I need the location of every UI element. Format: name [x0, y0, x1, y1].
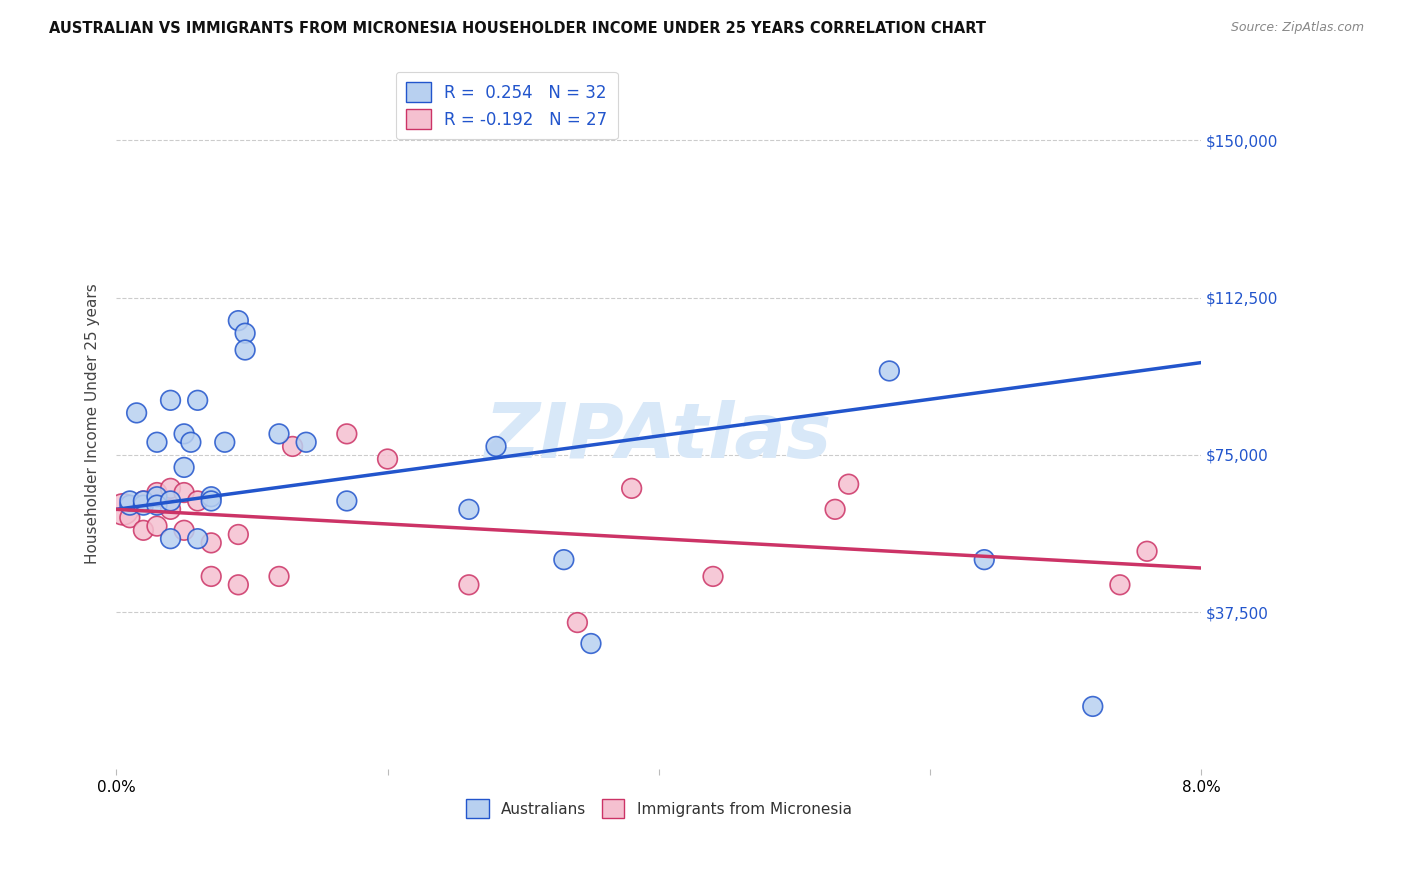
Point: [233, 343, 256, 357]
Point: [267, 426, 290, 441]
Point: [567, 615, 589, 630]
Point: [132, 524, 155, 538]
Point: [879, 364, 901, 378]
Point: [200, 494, 222, 508]
Point: [146, 498, 169, 512]
Point: [132, 494, 155, 508]
Point: [125, 406, 148, 420]
Point: [267, 569, 290, 583]
Point: [233, 326, 256, 341]
Point: [173, 460, 195, 475]
Point: [187, 532, 209, 546]
Point: [187, 393, 209, 408]
Point: [200, 490, 222, 504]
Point: [228, 527, 250, 541]
Point: [702, 569, 724, 583]
Point: [458, 578, 481, 592]
Text: ZIPAtlas: ZIPAtlas: [485, 401, 832, 475]
Legend: Australians, Immigrants from Micronesia: Australians, Immigrants from Micronesia: [460, 793, 858, 824]
Point: [485, 439, 508, 453]
Point: [112, 502, 135, 516]
Point: [200, 569, 222, 583]
Point: [146, 490, 169, 504]
Point: [824, 502, 846, 516]
Point: [118, 498, 141, 512]
Point: [973, 552, 995, 566]
Point: [200, 536, 222, 550]
Point: [228, 578, 250, 592]
Point: [336, 494, 359, 508]
Text: Source: ZipAtlas.com: Source: ZipAtlas.com: [1230, 21, 1364, 34]
Y-axis label: Householder Income Under 25 years: Householder Income Under 25 years: [86, 283, 100, 564]
Point: [1136, 544, 1159, 558]
Point: [146, 485, 169, 500]
Point: [187, 494, 209, 508]
Point: [838, 477, 860, 491]
Point: [180, 435, 202, 450]
Point: [159, 502, 181, 516]
Point: [118, 510, 141, 524]
Point: [146, 519, 169, 533]
Point: [118, 494, 141, 508]
Point: [377, 452, 399, 467]
Point: [132, 494, 155, 508]
Point: [132, 498, 155, 512]
Point: [281, 439, 304, 453]
Point: [214, 435, 236, 450]
Point: [1081, 699, 1104, 714]
Point: [173, 426, 195, 441]
Point: [458, 502, 481, 516]
Point: [159, 532, 181, 546]
Point: [620, 481, 643, 495]
Text: AUSTRALIAN VS IMMIGRANTS FROM MICRONESIA HOUSEHOLDER INCOME UNDER 25 YEARS CORRE: AUSTRALIAN VS IMMIGRANTS FROM MICRONESIA…: [49, 21, 986, 36]
Point: [1109, 578, 1132, 592]
Point: [295, 435, 318, 450]
Point: [159, 393, 181, 408]
Point: [173, 485, 195, 500]
Point: [553, 552, 575, 566]
Point: [159, 494, 181, 508]
Point: [336, 426, 359, 441]
Point: [579, 636, 602, 650]
Point: [228, 313, 250, 327]
Point: [173, 524, 195, 538]
Point: [146, 435, 169, 450]
Point: [159, 481, 181, 495]
